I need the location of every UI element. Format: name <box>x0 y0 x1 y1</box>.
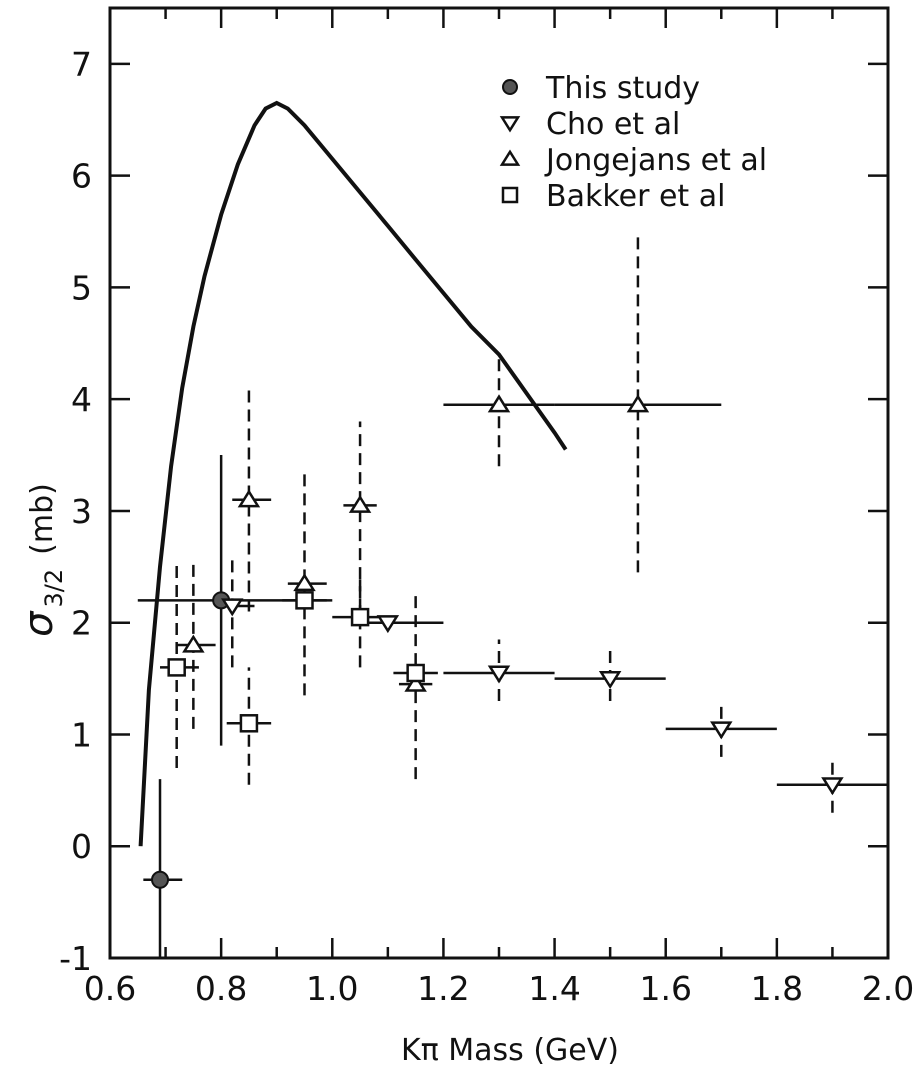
legend-label: Cho et al <box>546 107 680 142</box>
plot-frame <box>108 6 890 960</box>
theory-curve <box>138 100 568 847</box>
y-tick-label: 4 <box>71 380 92 419</box>
data-point-up-triangle <box>626 394 650 413</box>
x-axis-label: Kπ Mass (GeV) <box>401 1033 619 1068</box>
x-tick-label: 1.0 <box>306 969 358 1008</box>
theory-curve-layer <box>138 100 568 847</box>
y-tick-label: 7 <box>71 45 92 84</box>
y-axis-subscript: 3/2 <box>40 569 68 608</box>
x-tick-label: 1.4 <box>528 969 580 1008</box>
data-point-down-triangle <box>221 598 244 617</box>
data-markers <box>151 394 844 889</box>
data-point-down-triangle <box>376 615 400 634</box>
plot-border <box>108 6 890 960</box>
legend-label: Jongejans et al <box>544 143 767 178</box>
axis-ticks <box>108 8 890 960</box>
legend-marker-square <box>501 186 519 204</box>
data-point-down-triangle <box>821 777 844 796</box>
y-tick-label: 5 <box>71 268 92 307</box>
data-point-square <box>239 714 259 733</box>
axis-tick-labels: 0.6 0.8 1.0 1.2 1.4 1.6 1.8 2.0 -1 0 1 2 3 4 5 6 7 <box>59 45 914 1008</box>
data-point-up-triangle <box>404 673 427 692</box>
data-point-square <box>295 591 314 610</box>
data-point-up-triangle <box>348 494 372 513</box>
data-point-square <box>406 663 425 683</box>
data-point-down-triangle <box>710 721 733 740</box>
y-tick-label: 3 <box>71 492 92 531</box>
data-point-up-triangle <box>182 634 205 653</box>
y-axis-symbol: σ <box>16 610 62 637</box>
legend-marker-down-triangle <box>499 116 521 133</box>
legend-marker-up-triangle <box>499 149 521 166</box>
x-tick-label: 1.2 <box>417 969 469 1008</box>
x-tick-label: 2.0 <box>862 969 914 1008</box>
data-point-square <box>350 607 370 627</box>
data-point-up-triangle <box>237 489 261 508</box>
y-tick-label: -1 <box>59 939 92 978</box>
data-point-down-triangle <box>487 665 511 684</box>
x-tick-label: 0.8 <box>195 969 247 1008</box>
y-tick-label: 2 <box>71 604 92 643</box>
legend-label: This study <box>545 71 700 106</box>
x-tick-label: 1.6 <box>639 969 691 1008</box>
data-point-up-triangle <box>293 573 316 592</box>
data-point-square <box>167 658 186 677</box>
x-tick-label: 1.8 <box>751 969 803 1008</box>
y-axis-label-group: σ3/2 (mb) <box>16 483 68 637</box>
data-point-filled-circle <box>151 870 170 889</box>
y-tick-label: 0 <box>71 827 92 866</box>
data-point-down-triangle <box>598 671 622 690</box>
y-tick-label: 1 <box>71 715 92 754</box>
legend-label: Bakker et al <box>546 179 725 214</box>
x-tick-label: 0.6 <box>84 969 136 1008</box>
error-bars <box>137 231 888 958</box>
data-point-up-triangle <box>487 394 511 413</box>
y-axis-label: σ3/2 (mb) <box>16 483 68 637</box>
y-tick-label: 6 <box>71 157 92 196</box>
y-axis-unit: (mb) <box>25 483 60 555</box>
legend-marker-filled-circle <box>502 79 518 95</box>
